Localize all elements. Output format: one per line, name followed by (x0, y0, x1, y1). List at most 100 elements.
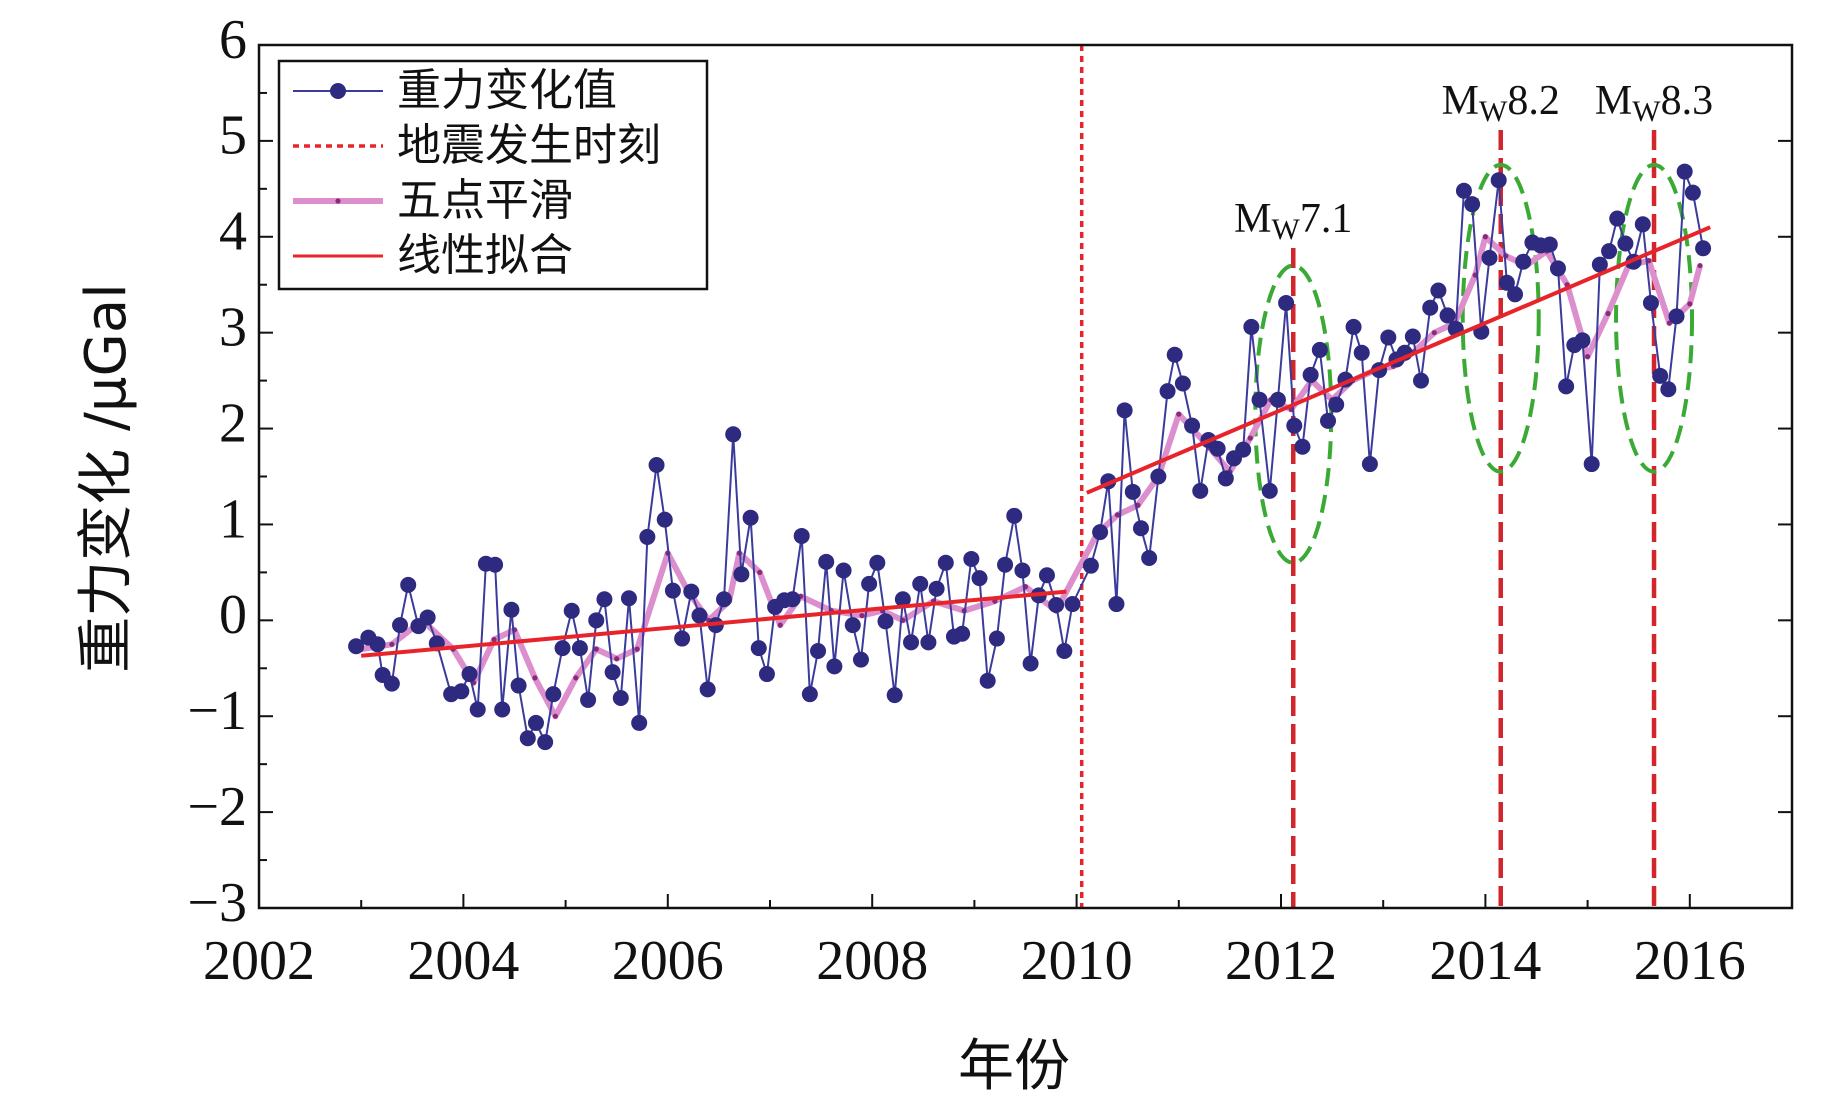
data-point (1269, 391, 1286, 408)
data-point (1609, 210, 1626, 227)
data-point (988, 630, 1005, 647)
data-point (1302, 366, 1319, 383)
data-point (1038, 567, 1055, 584)
data-point (631, 714, 648, 731)
data-point (1192, 482, 1209, 499)
data-point (699, 681, 716, 698)
y-tick-label: 5 (219, 105, 247, 167)
data-point (1243, 318, 1260, 335)
data-point (1353, 344, 1370, 361)
x-tick-label: 2010 (1021, 930, 1133, 992)
data-point (810, 643, 827, 660)
data-point (571, 640, 588, 657)
data-point (1174, 375, 1191, 392)
event-label-sub: W (1479, 95, 1508, 128)
data-point (912, 575, 929, 592)
legend-label: 五点平滑 (397, 175, 573, 226)
data-point (903, 634, 920, 651)
event-label: MW8.3 (1595, 78, 1713, 128)
smooth-point (1247, 435, 1253, 441)
data-point (400, 576, 417, 593)
smooth-point (491, 636, 497, 643)
data-point (691, 607, 708, 624)
data-point (742, 509, 759, 526)
event-label-value: 8.2 (1507, 78, 1560, 124)
data-point (461, 666, 478, 683)
data-point (1361, 456, 1378, 473)
data-point (784, 591, 801, 608)
data-point (844, 617, 861, 634)
data-point (453, 683, 470, 700)
data-point (1006, 507, 1023, 524)
data-point (818, 553, 835, 570)
event-ellipse (1614, 162, 1695, 474)
data-point (758, 666, 775, 683)
data-point (487, 556, 504, 573)
data-point (801, 686, 818, 703)
data-point (1217, 470, 1234, 487)
data-point (869, 554, 886, 571)
data-point (494, 701, 511, 718)
data-point (1660, 381, 1677, 398)
data-point (963, 550, 980, 567)
event-label-sub: W (1632, 95, 1661, 128)
data-point (1159, 383, 1176, 400)
data-point (1676, 163, 1693, 180)
data-point (674, 630, 691, 647)
data-point (877, 613, 894, 630)
data-point (1082, 557, 1099, 574)
smooth-point (593, 646, 599, 652)
smooth-point (573, 675, 579, 681)
data-point (1328, 396, 1345, 413)
data-point (971, 570, 988, 587)
y-tick-label: 6 (219, 9, 247, 71)
y-tick-label: −1 (187, 680, 247, 742)
data-point (580, 691, 597, 708)
data-point (1048, 596, 1065, 613)
data-point (648, 456, 665, 473)
data-point (656, 511, 673, 528)
smooth-point (1482, 234, 1488, 240)
data-point (1430, 282, 1447, 299)
smooth-point (1687, 301, 1693, 307)
event-label-sub: W (1272, 213, 1301, 246)
smooth-point (614, 656, 620, 662)
data-point (1092, 524, 1109, 541)
data-point (1601, 243, 1618, 260)
data-point (469, 701, 486, 718)
data-point (1515, 253, 1532, 270)
data-point (1141, 550, 1158, 567)
data-point (1413, 372, 1430, 389)
data-point (1549, 260, 1566, 277)
y-tick-label: −2 (187, 776, 247, 838)
y-tick-label: 0 (219, 584, 247, 646)
data-point (554, 640, 571, 657)
data-point (954, 625, 971, 642)
x-tick-label: 2006 (612, 930, 724, 992)
data-point (793, 527, 810, 544)
y-tick-label: −3 (187, 872, 247, 934)
data-point (852, 651, 869, 668)
data-point (1251, 391, 1268, 408)
data-point (1022, 655, 1039, 672)
data-point (503, 601, 520, 618)
event-label-value: 7.1 (1300, 196, 1353, 242)
smooth-point (1176, 411, 1182, 417)
data-point (1345, 318, 1362, 335)
data-point (1014, 562, 1031, 579)
x-axis-title: 年份 (958, 1034, 1070, 1099)
data-point (1404, 328, 1421, 345)
smooth-point (1697, 262, 1703, 269)
smooth-point (634, 646, 640, 652)
data-point (716, 591, 733, 608)
data-point (1652, 367, 1669, 384)
fit-line (1086, 225, 1711, 495)
data-point (979, 672, 996, 689)
data-point (369, 636, 386, 653)
x-tick-label: 2014 (1429, 930, 1541, 992)
y-tick-label: 1 (219, 488, 247, 550)
smooth-point (859, 612, 865, 619)
data-point (886, 687, 903, 704)
legend-label: 地震发生时刻 (397, 120, 661, 171)
